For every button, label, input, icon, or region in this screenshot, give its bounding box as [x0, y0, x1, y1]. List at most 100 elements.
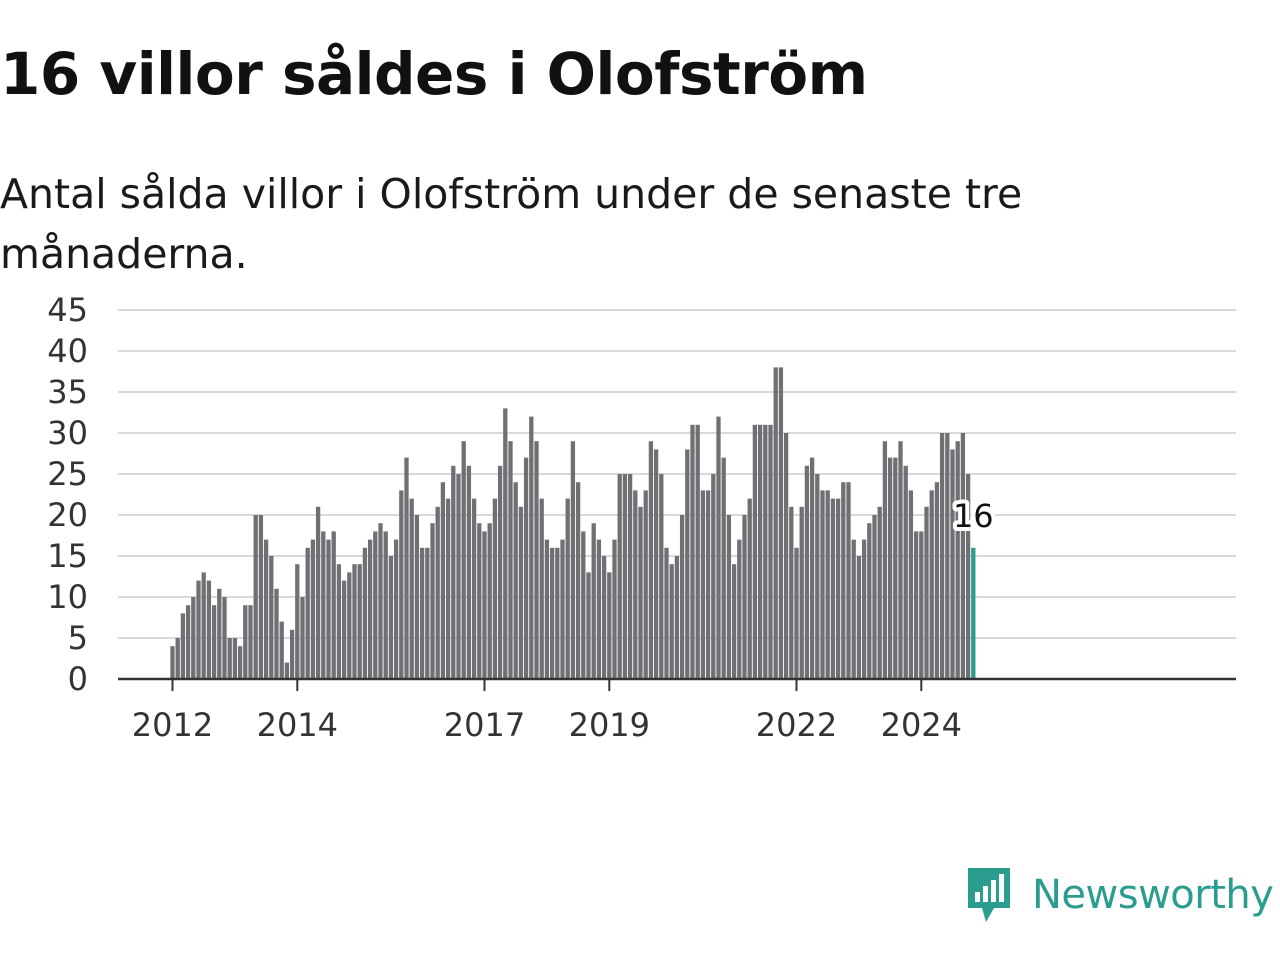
bar	[581, 531, 586, 679]
bar	[269, 556, 274, 679]
bar	[253, 515, 258, 679]
bar	[523, 457, 529, 679]
bar	[835, 498, 841, 679]
bar	[851, 539, 856, 679]
bar	[960, 433, 966, 679]
bar	[929, 490, 934, 679]
bar	[607, 572, 612, 679]
bar	[768, 424, 773, 679]
bar	[279, 621, 284, 679]
bar	[196, 580, 201, 679]
bar	[887, 457, 893, 679]
bar	[466, 465, 472, 679]
bar	[237, 646, 243, 679]
bar	[555, 547, 560, 679]
bar	[882, 441, 888, 679]
bar	[399, 490, 404, 679]
bar	[425, 547, 430, 679]
bar	[716, 416, 721, 679]
bar	[799, 506, 804, 679]
bar	[487, 523, 492, 679]
bar	[477, 523, 482, 679]
bar	[659, 474, 664, 679]
bar	[529, 416, 534, 679]
bar	[804, 465, 810, 679]
y-tick-label: 25	[47, 455, 88, 493]
x-tick-label: 2024	[881, 706, 962, 744]
x-tick-label: 2017	[444, 706, 525, 744]
bar	[856, 556, 862, 679]
bar	[893, 457, 898, 679]
bar	[752, 424, 758, 679]
y-tick-label: 5	[68, 619, 88, 657]
bar	[778, 367, 784, 679]
bar	[674, 556, 680, 679]
bar	[419, 547, 425, 679]
bar	[560, 539, 565, 679]
bar	[373, 531, 378, 679]
bar	[861, 539, 867, 679]
bar	[638, 506, 643, 679]
bar	[414, 515, 420, 679]
bar	[601, 556, 607, 679]
bar	[700, 490, 706, 679]
bar	[456, 474, 461, 679]
bar	[227, 638, 232, 679]
bar	[586, 572, 591, 679]
bar	[295, 564, 300, 679]
bar	[211, 605, 217, 679]
bar	[321, 531, 326, 679]
bar	[679, 515, 685, 679]
bar	[518, 506, 524, 679]
y-tick-label: 15	[47, 537, 88, 575]
bar	[867, 523, 872, 679]
bar	[232, 638, 238, 679]
bar	[274, 588, 279, 679]
bar	[482, 531, 487, 679]
bar	[789, 506, 794, 679]
bar	[653, 449, 659, 679]
bar	[591, 523, 596, 679]
newsworthy-logo-text: Newsworthy	[1032, 872, 1274, 918]
bar	[913, 531, 919, 679]
bar	[669, 564, 674, 679]
bar	[737, 539, 742, 679]
bar	[461, 441, 466, 679]
bar	[705, 490, 711, 679]
bar	[289, 629, 295, 679]
bar	[794, 547, 799, 679]
bar	[924, 506, 929, 679]
bar	[222, 597, 227, 679]
bar	[263, 539, 269, 679]
bar	[643, 490, 648, 679]
bar	[570, 441, 576, 679]
y-tick-label: 35	[47, 373, 88, 411]
bar	[248, 605, 253, 679]
bar	[331, 531, 336, 679]
x-axis-ticks: 2012 2014 2017 2019 2022 2024	[132, 679, 962, 744]
bar	[742, 515, 747, 679]
y-tick-label: 30	[47, 414, 88, 452]
bar	[846, 482, 851, 679]
bar	[409, 498, 414, 679]
bar	[326, 539, 331, 679]
bar	[565, 498, 570, 679]
highlight-annotation: 16	[949, 493, 998, 539]
bar	[908, 490, 914, 679]
bar	[393, 539, 399, 679]
bar	[451, 465, 456, 679]
bar	[633, 490, 638, 679]
bar	[471, 498, 477, 679]
bar	[534, 441, 539, 679]
bar	[622, 474, 628, 679]
bar	[575, 482, 581, 679]
y-tick-label: 10	[47, 578, 88, 616]
bar	[539, 498, 544, 679]
highlight-bar	[971, 547, 976, 679]
bar	[191, 597, 196, 679]
newsworthy-logo-icon	[968, 868, 1010, 922]
bar	[367, 539, 373, 679]
bar	[815, 474, 820, 679]
bar	[217, 588, 222, 679]
